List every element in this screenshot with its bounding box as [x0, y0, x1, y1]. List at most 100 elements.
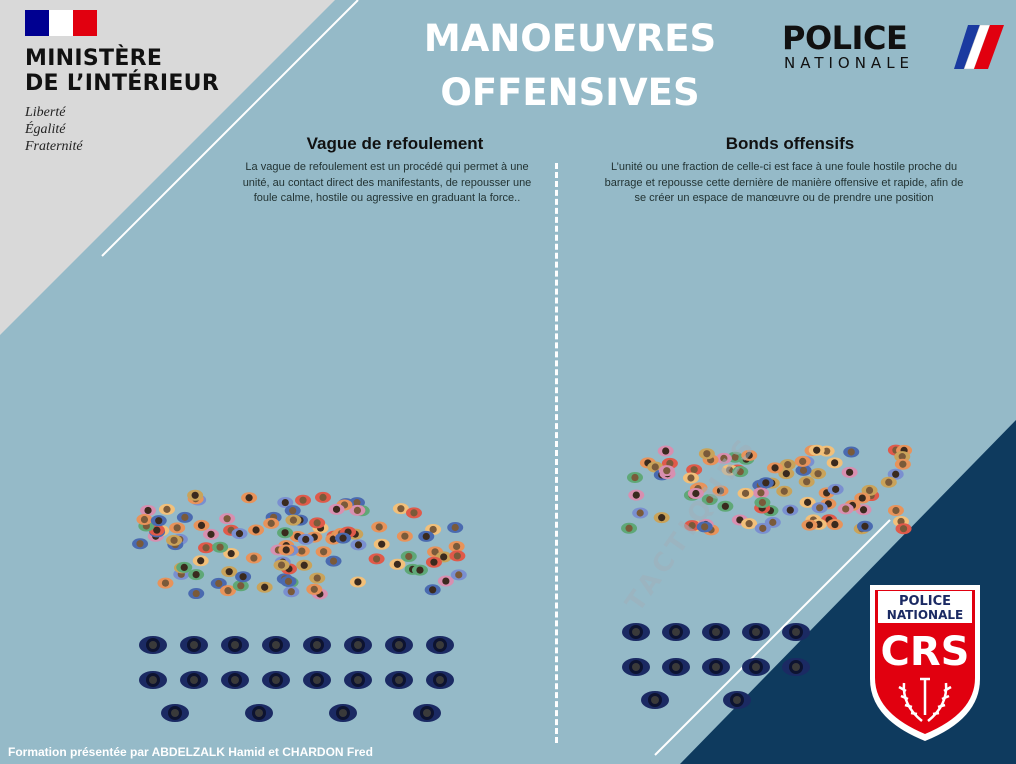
motto-fraternite: Fraternité	[25, 139, 83, 154]
police-officer-figure	[344, 671, 372, 689]
protester-figure	[837, 503, 854, 515]
protester-figure	[176, 511, 193, 523]
protester-figure	[306, 583, 323, 595]
protester-figure	[150, 515, 167, 527]
protester-figure	[757, 477, 774, 489]
protester-figure	[450, 569, 467, 581]
protester-figure	[698, 448, 715, 460]
protester-figure	[801, 519, 818, 531]
republic-motto: Liberté Égalité Fraternité	[25, 104, 219, 155]
protester-figure	[626, 472, 643, 484]
badge-acronym: CRS	[881, 629, 970, 675]
police-officer-figure	[782, 623, 810, 641]
protester-figure	[368, 553, 385, 565]
protester-figure	[223, 548, 240, 560]
police-officer-figure	[385, 636, 413, 654]
protester-figure	[280, 575, 297, 587]
protester-figure	[737, 487, 754, 499]
protester-figure	[741, 449, 758, 461]
protester-figure	[798, 476, 815, 488]
crs-badge: POLICE NATIONALE CRS	[870, 585, 980, 741]
tricolor-stripes-icon	[954, 25, 1004, 69]
protester-figure	[176, 561, 193, 573]
protester-figure	[810, 468, 827, 480]
protester-figure	[754, 496, 771, 508]
protester-figure	[284, 505, 301, 517]
police-officer-figure	[702, 623, 730, 641]
protester-figure	[349, 576, 366, 588]
protester-figure	[350, 539, 367, 551]
protester-figure	[277, 497, 294, 509]
protester-figure	[856, 520, 873, 532]
protester-figure	[808, 444, 825, 456]
protester-figure	[210, 577, 227, 589]
protester-figure	[712, 485, 729, 497]
protester-figure	[425, 556, 442, 568]
protester-figure	[295, 494, 312, 506]
protester-figure	[392, 503, 409, 515]
police-officer-figure	[221, 671, 249, 689]
police-officer-figure	[641, 691, 669, 709]
protester-figure	[682, 472, 699, 484]
section-desc-vague: La vague de refoulement est un procédé q…	[242, 161, 532, 204]
protester-figure	[278, 544, 295, 556]
protester-figure	[696, 521, 713, 533]
protester-figure	[826, 519, 843, 531]
diagonal-line-bottom	[654, 519, 891, 756]
protester-figure	[411, 564, 428, 576]
protester-figure	[219, 513, 236, 525]
protester-figure	[157, 577, 174, 589]
protester-figure	[248, 524, 265, 536]
protester-figure	[132, 538, 149, 550]
protester-figure	[632, 507, 649, 519]
protester-figure	[628, 489, 645, 501]
protester-figure	[448, 540, 465, 552]
laurel-torch-icon	[898, 677, 952, 722]
credit-text: Formation présentée par ABDELZALK Hamid …	[8, 745, 373, 759]
protester-figure	[887, 504, 904, 516]
protester-figure	[854, 492, 871, 504]
police-officer-figure	[262, 636, 290, 654]
protester-figure	[843, 446, 860, 458]
protester-figure	[371, 521, 388, 533]
police-officer-figure	[742, 658, 770, 676]
protester-figure	[285, 514, 302, 526]
protester-figure	[776, 485, 793, 497]
protester-figure	[328, 503, 345, 515]
protester-figure	[437, 575, 454, 587]
protester-figure	[717, 500, 734, 512]
protester-figure	[187, 489, 204, 501]
protester-figure	[424, 584, 441, 596]
police-officer-figure	[329, 704, 357, 722]
protester-figure	[349, 504, 366, 516]
protester-figure	[263, 517, 280, 529]
protester-figure	[752, 487, 769, 499]
dashed-divider	[555, 163, 558, 743]
police-officer-figure	[742, 623, 770, 641]
police-officer-figure	[139, 671, 167, 689]
police-officer-figure	[180, 671, 208, 689]
protester-figure	[220, 585, 237, 597]
protester-figure	[277, 527, 294, 539]
protester-figure	[701, 494, 718, 506]
page-title-line2: OFFENSIVES	[440, 71, 700, 114]
page-title-line1: MANOEUVRES	[423, 17, 717, 60]
protester-figure	[212, 541, 229, 553]
ministry-name-line1: MINISTÈRE	[25, 46, 163, 71]
protester-figure	[778, 468, 795, 480]
protester-figure	[198, 542, 215, 554]
protester-figure	[684, 520, 701, 532]
protester-figure	[273, 559, 290, 571]
protester-figure	[405, 507, 422, 519]
protester-figure	[241, 492, 258, 504]
police-officer-figure	[723, 691, 751, 709]
protester-figure	[732, 466, 749, 478]
protester-figure	[297, 533, 314, 545]
protester-figure	[315, 546, 332, 558]
protester-figure	[314, 491, 331, 503]
police-officer-figure	[622, 658, 650, 676]
police-officer-figure	[262, 671, 290, 689]
protester-figure	[782, 504, 799, 516]
police-officer-figure	[622, 623, 650, 641]
